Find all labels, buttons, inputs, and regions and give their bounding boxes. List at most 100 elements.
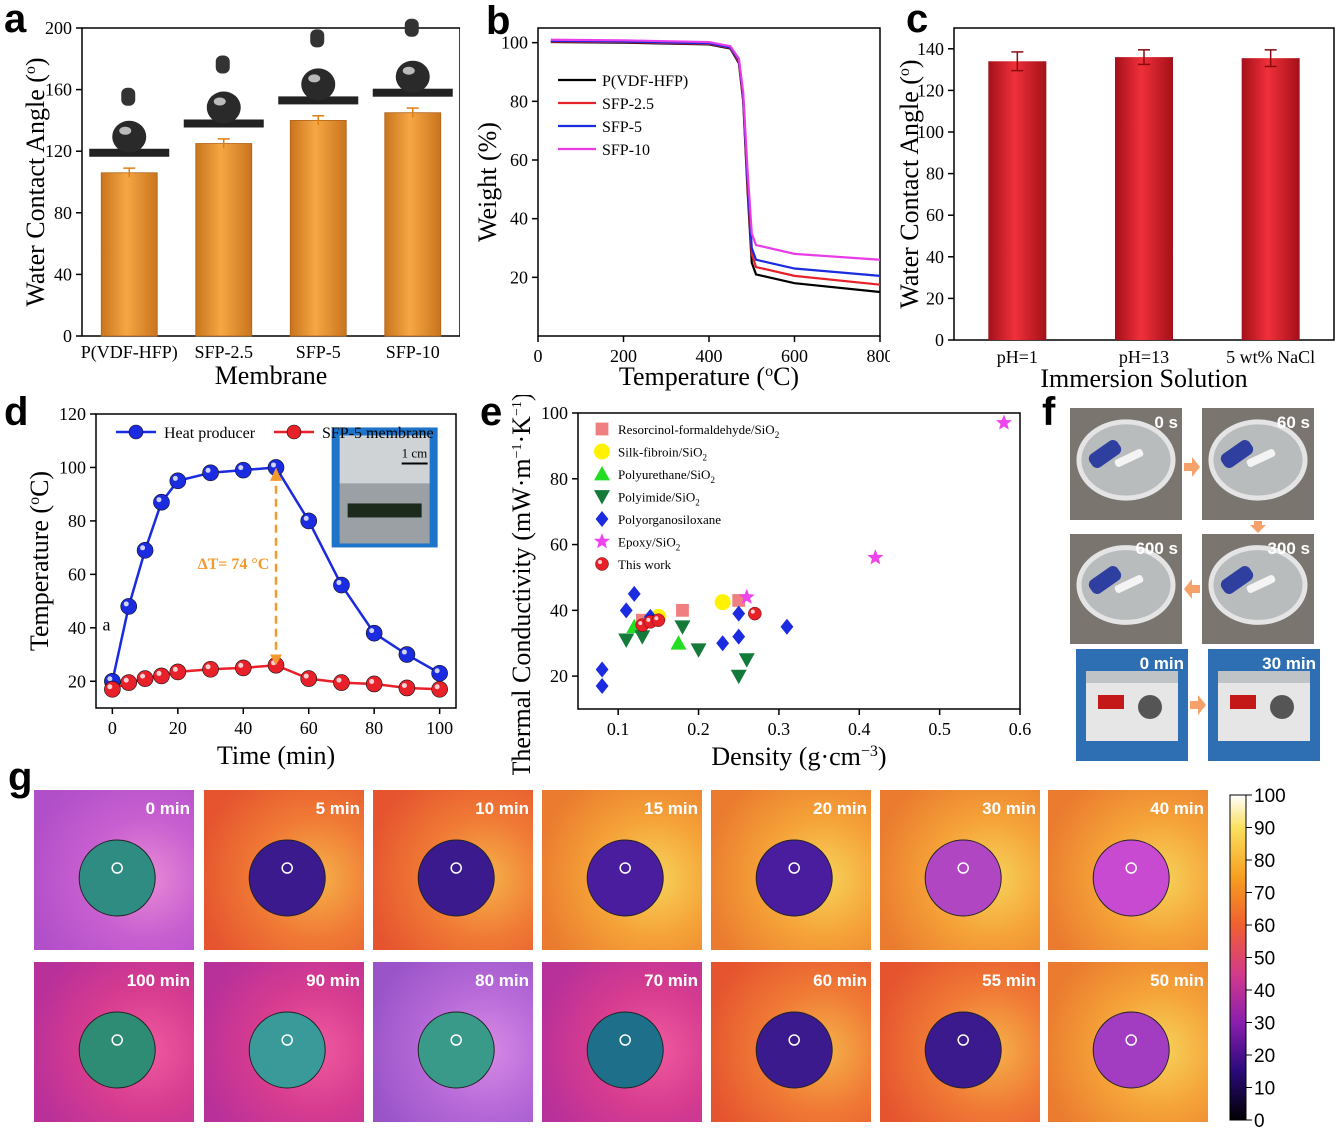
droplet-needle-1 <box>215 55 230 74</box>
y-tick-e-3: 80 <box>550 469 568 489</box>
droplet-1 <box>206 91 241 124</box>
delta-t-arrowhead-bottom <box>270 654 282 666</box>
y-tick-a-4: 160 <box>45 80 72 100</box>
thermal-image-r1-5-disc <box>924 839 1002 917</box>
photo-label-f-2: 600 s <box>1135 539 1178 558</box>
thermal-image-r2-1-label: 90 min <box>306 971 360 990</box>
x-tick-e-5: 0.6 <box>1009 719 1032 739</box>
glove-0 <box>1088 440 1122 468</box>
x-tick-b-4: 800 <box>867 346 891 366</box>
thermal-image-r2-1-disc <box>248 1011 326 1089</box>
hotplate-knob-5 <box>1270 695 1294 719</box>
x-tick-d-1: 20 <box>169 718 187 738</box>
thermal-image-r1-0-crosshair <box>111 862 123 874</box>
legend-sub-e-2: 2 <box>710 475 715 485</box>
data-point-e-4-8 <box>780 618 794 635</box>
arrow-right-2 <box>1190 695 1206 715</box>
data-point-d-0-11 <box>398 646 416 663</box>
series-a-label: a <box>103 614 111 634</box>
data-point-e-0-0 <box>676 603 689 617</box>
data-point-e-1-0 <box>714 594 731 611</box>
plot-frame-a <box>81 27 460 337</box>
data-point-e-6-3-shine <box>750 609 755 614</box>
colorbar-tick-9: 90 <box>1254 819 1275 840</box>
x-tick-c-1: pH=13 <box>1119 347 1169 367</box>
hotplate-knob-4 <box>1138 695 1162 719</box>
sample-2 <box>1114 575 1144 593</box>
thermal-image-r1-2-crosshair <box>450 862 462 874</box>
data-point-e-4-3 <box>627 585 641 602</box>
sample-1 <box>1246 449 1276 467</box>
data-point-d-1-5 <box>202 660 219 678</box>
bar-c-1 <box>1115 57 1173 341</box>
y-tick-c-5: 100 <box>917 122 944 142</box>
y-axis-close-a: ) <box>21 57 50 66</box>
legend-sub-e-5: 2 <box>676 543 681 553</box>
legend-label-b-0: P(VDF-HFP) <box>602 73 688 90</box>
point-shine <box>336 677 342 683</box>
y-tick-d-2: 60 <box>68 564 86 584</box>
y-tick-c-6: 120 <box>917 80 944 100</box>
x-tick-b-2: 400 <box>696 346 723 366</box>
data-point-d-0-5 <box>202 464 219 482</box>
y-axis-sup1-e: −1 <box>510 443 525 458</box>
data-point-e-5-1 <box>867 549 884 565</box>
thermal-image-r1-3-crosshair <box>619 862 631 874</box>
data-point-d-0-12 <box>431 664 448 682</box>
data-point-e-2-1 <box>670 635 687 650</box>
legend-label-b-1: SFP-2.5 <box>602 96 654 113</box>
point-shine <box>123 677 129 683</box>
point-shine <box>271 462 276 468</box>
chart-b-tga: P(VDF-HFP) SFP-2.5 SFP-5 SFP-10 0 200 400 600 80… <box>473 27 891 391</box>
plot-frame-e <box>577 412 1021 710</box>
y-axis-sup-d: o <box>26 497 43 505</box>
x-tick-a-1: SFP-2.5 <box>194 342 253 362</box>
thermal-image-r2-6-label: 50 min <box>1150 971 1204 990</box>
y-tick-b-1: 40 <box>510 209 528 229</box>
chart-a-contact-angle: P(VDF-HFP) SFP-2.5 SFP-5 SFP-10 0 40 80 120 160 2… <box>21 18 460 390</box>
colorbar-tick-2: 20 <box>1254 1046 1275 1067</box>
legend-marker-e-1 <box>594 443 610 460</box>
colorbar-tick-8: 80 <box>1254 851 1275 872</box>
thermal-image-r2-3-label: 70 min <box>644 971 698 990</box>
point-shine <box>336 580 342 586</box>
data-point-d-0-3 <box>153 493 170 511</box>
thermal-image-r2-4-disc <box>755 1011 833 1089</box>
x-axis-sup-e: −3 <box>861 743 878 760</box>
data-point-e-4-1 <box>595 661 609 678</box>
y-axis-title-e: Thermal Conductivity (mW·m−1·K−1) <box>507 395 536 775</box>
data-point-e-3-0 <box>618 633 635 648</box>
y-tick-c-4: 80 <box>926 164 944 184</box>
thermal-image-r2-0-disc <box>78 1011 156 1089</box>
thermal-image-r1-5-label: 30 min <box>982 799 1036 818</box>
colorbar-tick-6: 60 <box>1254 916 1275 937</box>
plot-frame-d <box>95 413 457 709</box>
x-tick-a-3: SFP-10 <box>386 342 440 362</box>
y-tick-b-0: 20 <box>510 267 528 287</box>
data-point-e-6-3 <box>748 606 762 621</box>
hotplate-top-5 <box>1218 671 1310 683</box>
series-line-2 <box>550 39 881 277</box>
x-tick-e-3: 0.4 <box>848 719 871 739</box>
data-point-d-1-2 <box>136 670 154 687</box>
x-tick-d-2: 40 <box>234 718 252 738</box>
legend-marker-e-3 <box>594 490 610 505</box>
y-axis-mid-e: ·K <box>507 416 536 444</box>
data-point-d-0-6 <box>234 461 252 479</box>
data-point-d-1-6 <box>234 659 252 677</box>
photo-label-f-1: 60 s <box>1277 413 1310 432</box>
data-point-e-6-1-shine <box>646 617 651 622</box>
y-tick-d-4: 100 <box>59 457 86 477</box>
data-point-d-1-0 <box>104 680 121 698</box>
thermal-image-r1-6-crosshair <box>1125 862 1137 874</box>
thermal-image-r2-2-disc <box>417 1011 495 1089</box>
point-shine <box>156 670 162 676</box>
data-point-e-3-1 <box>634 630 651 645</box>
legend-label-e-0: Resorcinol-formaldehyde/SiO2 <box>618 422 779 440</box>
data-point-d-1-11 <box>398 679 416 697</box>
legend-label-b-3: SFP-10 <box>602 142 650 159</box>
thermal-image-r2-0-crosshair <box>111 1034 123 1046</box>
y-tick-c-2: 40 <box>926 247 944 267</box>
thermal-image-r2-3-disc <box>586 1011 664 1089</box>
arrow-right-1 <box>1184 457 1200 477</box>
